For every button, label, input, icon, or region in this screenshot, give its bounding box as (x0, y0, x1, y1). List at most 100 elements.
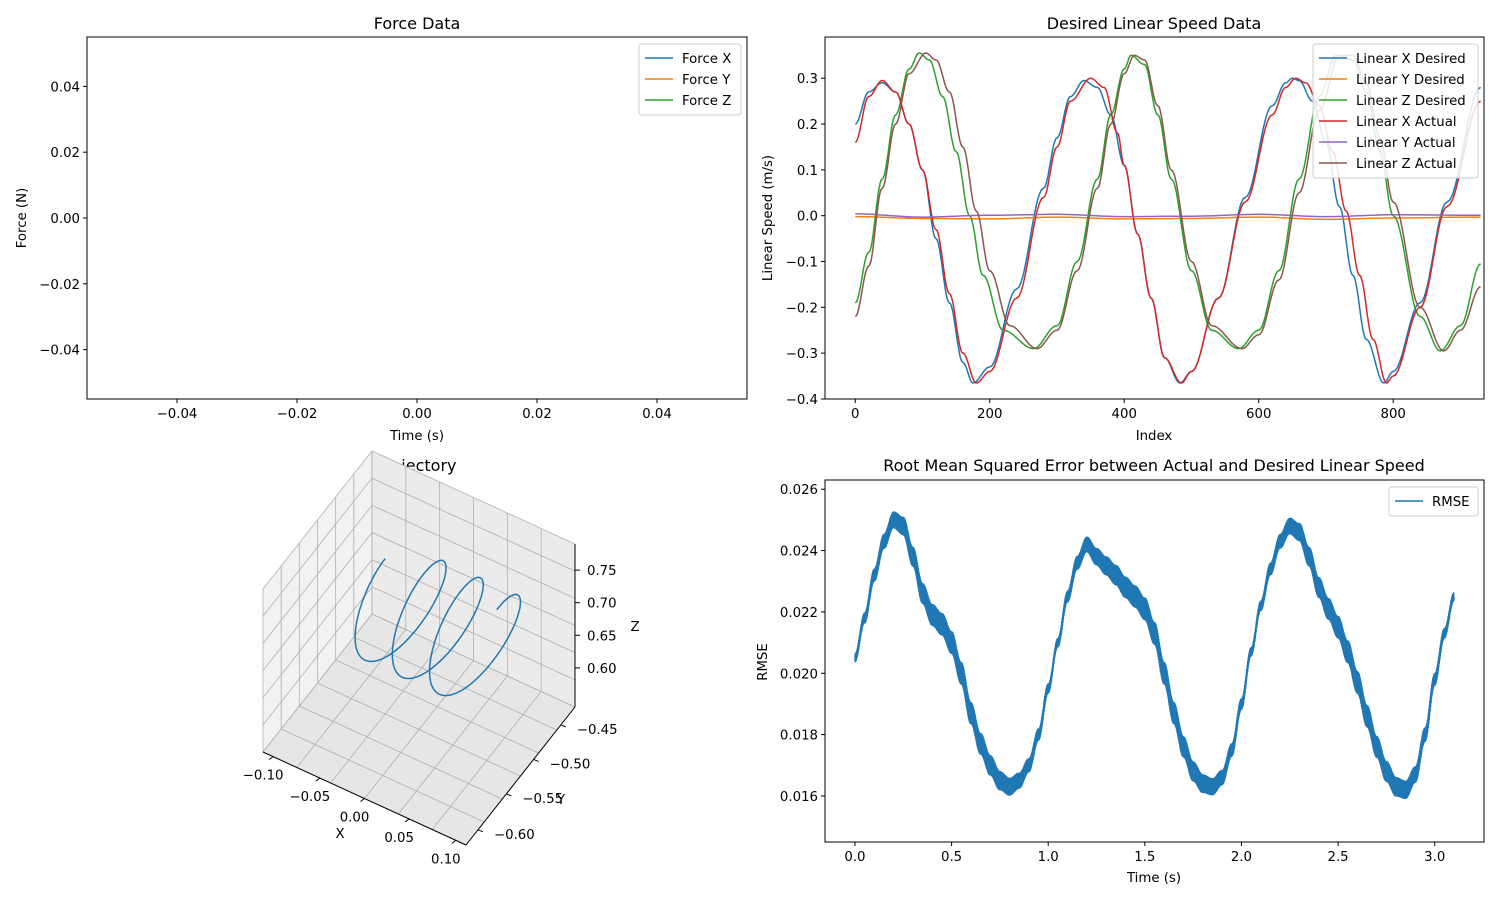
rmse-legend (1388, 486, 1479, 517)
rmse-series-0 (854, 511, 1455, 800)
trajectory-x-tick (404, 818, 410, 823)
trajectory-x-tick (360, 798, 365, 802)
rmse-x-tick-label: 2.5 (1328, 850, 1349, 865)
speed-y-tick-label: −0.1 (786, 256, 818, 271)
speed-y-tick-label: 0.3 (797, 72, 818, 87)
trajectory-y-tick (533, 758, 539, 762)
trajectory-x-tick (451, 839, 457, 844)
force-y-tick-label: −0.04 (39, 344, 80, 359)
speed-legend-label: Linear X Desired (1356, 52, 1466, 67)
rmse-frame (824, 479, 1485, 843)
speed-y-tick-label: −0.3 (786, 347, 818, 362)
force-plot-area: −0.04 −0.02 0.00 0.02 0.04 −0.04 −0.02 0.00 0.02… (39, 36, 748, 422)
force-legend-label: Force Y (682, 73, 731, 88)
trajectory-y-axis-label: Y (556, 793, 566, 808)
rmse-chart-title: Root Mean Squared Error between Actual a… (883, 456, 1425, 475)
speed-x-tick-label: 800 (1381, 407, 1406, 422)
trajectory-y-axis-line (465, 706, 576, 846)
speed-x-tick-label: 200 (977, 407, 1002, 422)
rmse-x-tick-label: 0.0 (844, 850, 865, 865)
rmse-y-tick-label: 0.020 (780, 667, 818, 682)
trajectory-chart: Trajectory −0.10−0.050.000.050.10−0.45−0… (243, 449, 640, 867)
speed-y-tick-label: −0.4 (786, 393, 818, 408)
force-y-axis-label: Force (N) (15, 188, 30, 249)
force-x-tick-label: −0.02 (277, 407, 318, 422)
speed-plot-area: 0 200 400 600 800 −0.4 −0.3 −0.2 −0.1 0.0 0.1 0.2 0.… (786, 36, 1485, 422)
rmse-x-tick-label: 1.0 (1038, 850, 1059, 865)
speed-y-tick-label: −0.2 (786, 301, 818, 316)
trajectory-y-tick (560, 724, 567, 728)
rmse-chart: Root Mean Squared Error between Actual a… (756, 456, 1485, 886)
speed-series-1 (855, 215, 1481, 221)
speed-chart-title: Desired Linear Speed Data (1047, 14, 1262, 33)
trajectory-grid-line (353, 636, 557, 731)
force-y-tick-label: 0.02 (50, 146, 80, 161)
force-x-axis-label: Time (s) (389, 429, 444, 444)
speed-chart: Desired Linear Speed Data 0 200 400 600 800 −… (761, 14, 1485, 444)
speed-series-4 (855, 213, 1481, 218)
force-y-tick-label: 0.00 (50, 212, 80, 227)
speed-y-tick-label: 0.1 (797, 164, 818, 179)
trajectory-z-tick-label: 0.70 (587, 597, 617, 612)
trajectory-grid-line (262, 450, 373, 590)
speed-y-tick-label: 0.0 (797, 210, 818, 225)
rmse-y-tick-label: 0.024 (780, 545, 818, 560)
rmse-y-tick-label: 0.018 (780, 729, 818, 744)
speed-x-tick-label: 0 (851, 407, 859, 422)
rmse-legend-label: RMSE (1432, 495, 1470, 510)
speed-legend (1312, 43, 1479, 179)
speed-y-tick-label: 0.2 (797, 118, 818, 133)
trajectory-y-tick-label: −0.45 (577, 723, 618, 738)
rmse-y-axis-label: RMSE (756, 643, 771, 681)
trajectory-grid-line (262, 477, 373, 617)
trajectory-y-tick-label: −0.50 (550, 757, 591, 772)
trajectory-x-tick (315, 777, 321, 782)
force-chart-title: Force Data (374, 14, 461, 33)
trajectory-x-tick-label: 0.10 (431, 852, 461, 867)
force-legend-label: Force X (682, 52, 731, 67)
trajectory-y-tick (506, 793, 512, 797)
force-y-tick-label: 0.04 (50, 80, 80, 95)
speed-x-tick-label: 600 (1246, 407, 1271, 422)
rmse-x-tick-label: 3.0 (1424, 850, 1445, 865)
trajectory-grid-line (371, 613, 576, 708)
speed-series-3 (854, 77, 1481, 384)
rmse-y-tick-label: 0.022 (780, 606, 818, 621)
force-legend-label: Force Z (682, 94, 731, 109)
speed-legend-label: Linear Y Desired (1356, 73, 1465, 88)
trajectory-y-tick-label: −0.60 (494, 828, 535, 843)
trajectory-z-tick-label: 0.75 (587, 564, 617, 579)
rmse-plot-area: 0.0 0.5 1.0 1.5 2.0 2.5 3.0 0.016 0.018 0.020 0.02… (780, 479, 1485, 865)
trajectory-x-tick-label: 0.05 (384, 831, 414, 846)
rmse-x-tick-label: 2.0 (1231, 850, 1252, 865)
trajectory-x-tick-label: 0.00 (340, 811, 370, 826)
trajectory-series-0 (354, 558, 522, 697)
rmse-x-axis-label: Time (s) (1126, 871, 1181, 886)
speed-x-axis-label: Index (1136, 429, 1173, 444)
force-x-tick-label: 0.00 (402, 407, 432, 422)
force-x-tick-label: 0.04 (642, 407, 672, 422)
trajectory-y-tick (477, 829, 484, 833)
force-chart: Force Data −0.04 −0.02 0.00 0.02 0.04−0.04−0… (15, 14, 748, 444)
trajectory-grid-line (371, 477, 576, 572)
trajectory-x-tick-label: −0.05 (289, 790, 330, 805)
trajectory-z-tick-label: 0.60 (587, 662, 617, 677)
force-x-tick-label: 0.02 (522, 407, 552, 422)
speed-y-axis-label: Linear Speed (m/s) (761, 155, 776, 281)
trajectory-grid-line (371, 450, 576, 545)
rmse-x-tick-label: 0.5 (941, 850, 962, 865)
trajectory-plot-area: −0.10 −0.05 0.00 0.05 0.10 −0.45 −0.50 −0.55 −0.… (243, 449, 618, 867)
trajectory-x-tick (268, 756, 274, 761)
speed-x-tick-label: 400 (1112, 407, 1137, 422)
rmse-y-tick-label: 0.026 (780, 483, 818, 498)
trajectory-x-tick-label: −0.10 (243, 769, 284, 784)
rmse-background (825, 480, 1484, 842)
speed-legend-label: Linear Z Desired (1356, 94, 1466, 109)
force-legend (638, 43, 742, 116)
rmse-y-tick-label: 0.016 (780, 790, 818, 805)
rmse-x-tick-label: 1.5 (1134, 850, 1155, 865)
speed-legend-label: Linear Y Actual (1356, 136, 1456, 151)
force-y-tick-label: −0.02 (39, 278, 80, 293)
trajectory-y-tick-label: −0.55 (522, 792, 563, 807)
